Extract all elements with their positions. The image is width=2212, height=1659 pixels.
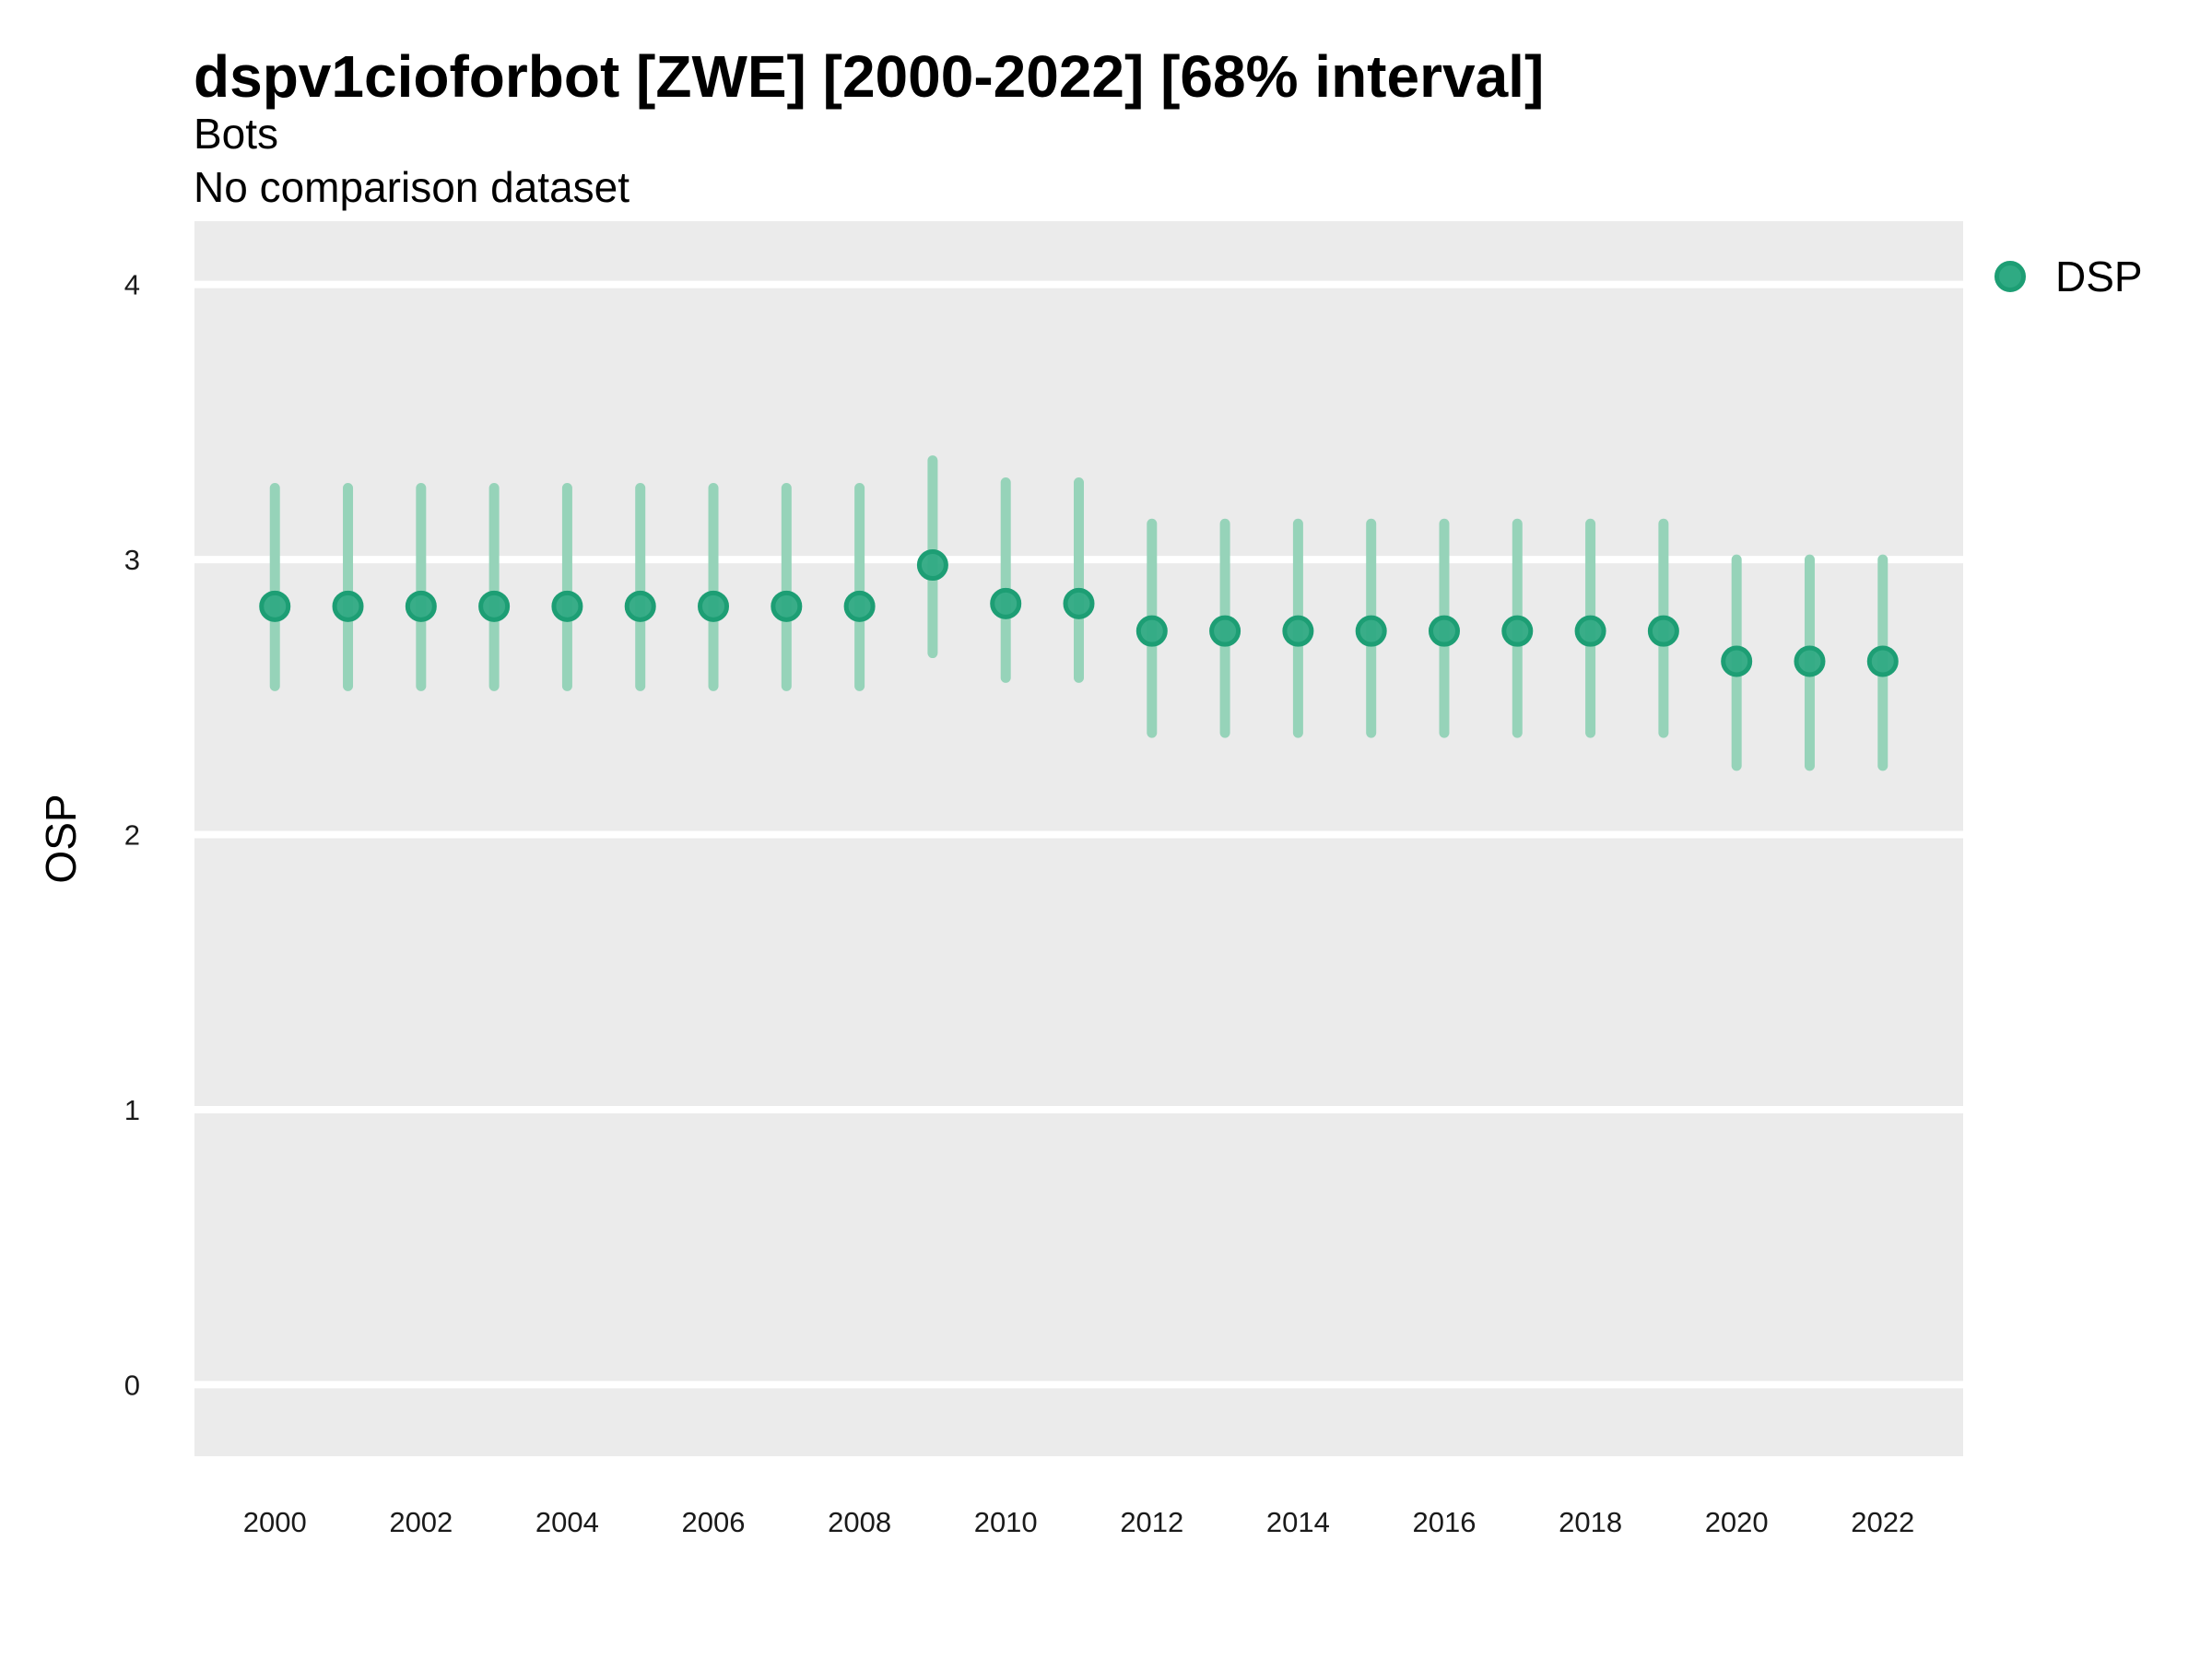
data-point-2021 <box>1794 645 1826 677</box>
plot-panel <box>194 221 1963 1456</box>
data-point-2022 <box>1866 645 1899 677</box>
x-tick-label-2016: 2016 <box>1413 1506 1477 1538</box>
data-point-2018 <box>1574 615 1606 647</box>
data-point-2008 <box>843 590 876 622</box>
data-point-2017 <box>1501 615 1534 647</box>
x-tick-label-2008: 2008 <box>828 1506 891 1538</box>
data-point-2014 <box>1282 615 1314 647</box>
series-layer <box>259 455 1899 771</box>
y-tick-label-3: 3 <box>124 544 140 576</box>
x-tick-label-2018: 2018 <box>1559 1506 1622 1538</box>
data-point-2002 <box>405 590 437 622</box>
x-tick-label-2020: 2020 <box>1705 1506 1769 1538</box>
x-tick-label-2012: 2012 <box>1120 1506 1183 1538</box>
legend-label: DSP <box>2055 253 2143 300</box>
data-point-2020 <box>1721 645 1753 677</box>
x-tick-label-2004: 2004 <box>535 1506 599 1538</box>
chart-subtitle: Bots <box>194 110 278 158</box>
x-tick-label-2006: 2006 <box>682 1506 746 1538</box>
y-axis-title: OSP <box>37 794 85 883</box>
y-tick-label-0: 0 <box>124 1369 140 1401</box>
data-point-2015 <box>1355 615 1387 647</box>
data-point-2011 <box>1063 587 1095 619</box>
data-point-2004 <box>551 590 583 622</box>
y-axis-tick-labels: 0 1 2 3 4 <box>124 269 140 1402</box>
data-point-2010 <box>990 587 1022 619</box>
data-point-2016 <box>1428 615 1460 647</box>
y-tick-label-2: 2 <box>124 819 140 852</box>
data-point-2003 <box>478 590 511 622</box>
y-tick-label-4: 4 <box>124 269 140 301</box>
legend: DSP <box>1994 253 2143 300</box>
data-point-2001 <box>332 590 364 622</box>
y-tick-label-1: 1 <box>124 1094 140 1126</box>
x-tick-label-2022: 2022 <box>1851 1506 1914 1538</box>
data-point-2000 <box>259 590 291 622</box>
x-tick-label-2010: 2010 <box>974 1506 1038 1538</box>
data-point-2006 <box>698 590 730 622</box>
x-tick-label-2002: 2002 <box>389 1506 453 1538</box>
data-point-2007 <box>771 590 803 622</box>
data-point-2005 <box>624 590 656 622</box>
data-point-2012 <box>1135 615 1168 647</box>
data-point-2019 <box>1647 615 1679 647</box>
x-tick-label-2000: 2000 <box>243 1506 307 1538</box>
legend-point-icon <box>1994 261 2026 292</box>
data-point-2009 <box>916 549 948 582</box>
x-tick-label-2014: 2014 <box>1266 1506 1330 1538</box>
chart-title: dspv1cioforbot [ZWE] [2000-2022] [68% in… <box>194 43 1544 110</box>
comparison-note: No comparison dataset <box>194 163 629 211</box>
x-axis-tick-labels: 2000 2002 2004 2006 2008 2010 2012 2014 2016 2018… <box>243 1506 1915 1538</box>
data-point-2013 <box>1209 615 1241 647</box>
